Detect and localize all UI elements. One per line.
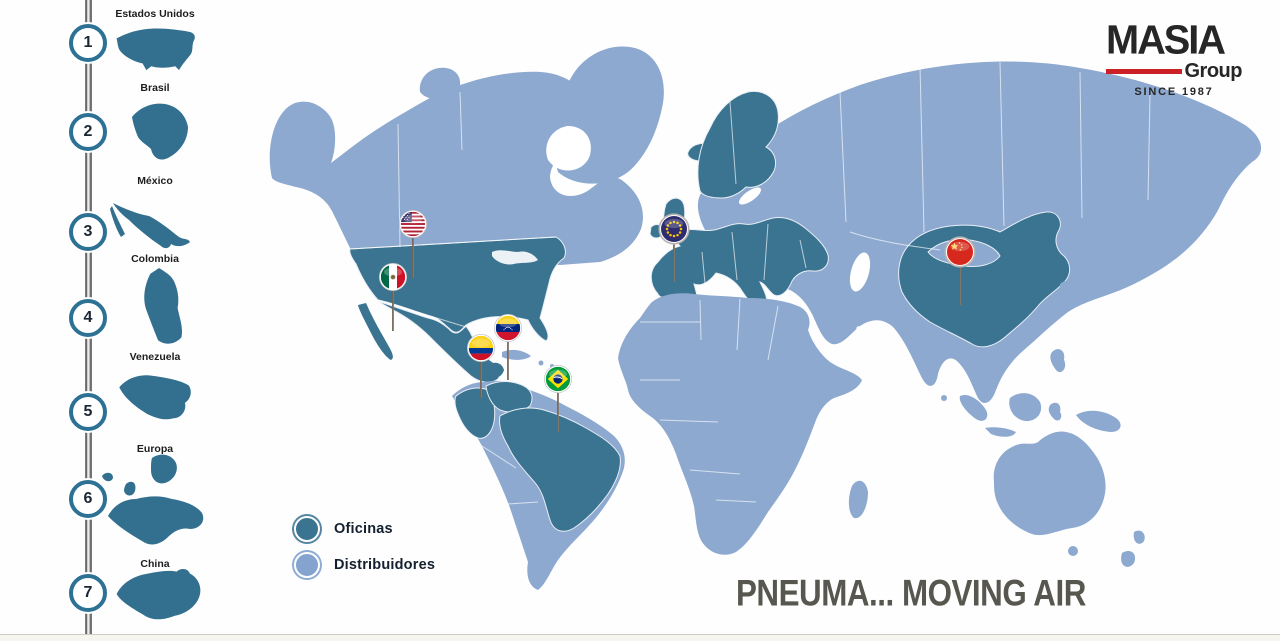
pin-venezuela [491,313,525,386]
step-badge-2: 2 [69,113,107,151]
logo-since-text: SINCE 1987 [1134,86,1214,98]
step-badge-6: 6 [69,480,107,518]
step-number: 2 [83,123,93,140]
step-number: 6 [83,490,93,507]
pin-europa [654,213,694,288]
north-america [269,46,664,419]
europa-silhouette-icon [102,454,204,545]
south-america [452,380,625,590]
pin-mexico [376,262,410,337]
legend-label-oficinas: Oficinas [334,521,393,537]
venezuela-silhouette-icon [119,375,191,420]
china-flag-icon [944,236,976,305]
country-label-estados-unidos: Estados Unidos [115,8,195,20]
masia-group-logo: MASIA Group SINCE 1987 [1106,20,1242,98]
pin-estados-unidos [396,209,430,284]
step-badge-4: 4 [69,299,107,337]
venezuela-flag-icon [493,313,523,380]
distribuidores-swatch-icon [294,552,320,578]
tagline: PNEUMA... MOVING AIR [736,572,1086,614]
country-label-mexico: México [137,175,173,187]
colombia-silhouette-icon [144,267,183,344]
country-label-venezuela: Venezuela [129,351,181,363]
step-number: 1 [83,34,93,51]
legend-label-distribuidores: Distribuidores [334,557,436,573]
country-borders [349,61,1151,505]
oficinas-swatch-icon [294,516,320,542]
step-number: 7 [83,584,93,601]
logo-red-underline [1106,69,1182,74]
colombia-flag-icon [466,333,496,398]
step-badge-3: 3 [69,213,107,251]
mexico-silhouette-icon [110,203,190,249]
step-badge-5: 5 [69,393,107,431]
country-label-brasil: Brasil [140,82,170,94]
legend-item-oficinas: Oficinas [294,516,393,542]
step-badge-7: 7 [69,574,107,612]
pin-colombia [464,333,498,404]
mexico-flag-icon [378,262,408,331]
pin-brasil [541,364,575,438]
step-number: 5 [83,403,93,420]
china-silhouette-icon [116,569,201,620]
country-label-china: China [140,558,170,570]
country-label-europa: Europa [136,443,174,455]
brasil-silhouette-icon [132,103,188,160]
brazil-flag-icon [543,364,573,432]
europe-flag-icon [658,213,690,282]
estados-unidos-silhouette-icon [116,28,195,71]
step-number: 3 [83,223,93,240]
africa [618,293,868,555]
step-badge-1: 1 [69,24,107,62]
logo-title: MASIA [1106,17,1226,64]
country-label-colombia: Colombia [131,253,179,265]
logo-group-text: Group [1184,60,1243,82]
pin-china [940,236,980,311]
step-number: 4 [83,309,93,326]
legend-item-distribuidores: Distribuidores [294,552,435,578]
bottom-strip [0,634,1280,641]
oceania [959,349,1145,567]
usa-flag-icon [398,209,428,278]
